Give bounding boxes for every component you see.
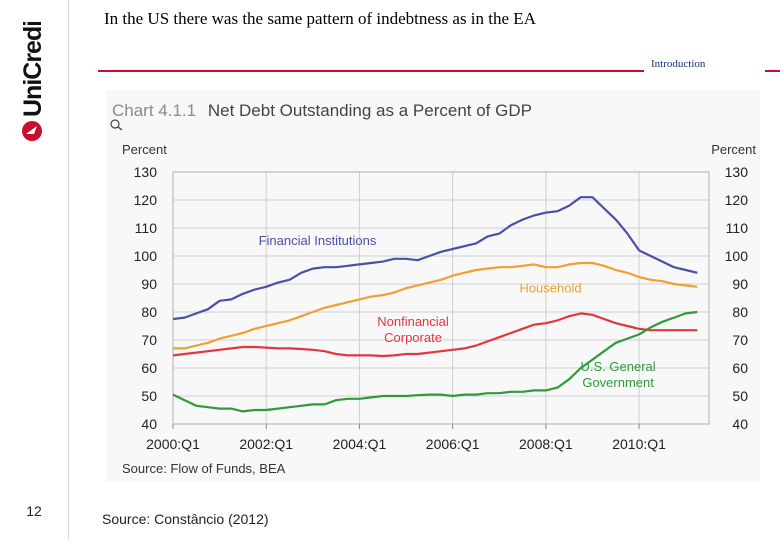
source-note: Source: Constâncio (2012) [102, 511, 269, 527]
y-tick-label-right: 80 [732, 304, 748, 320]
chart-source: Source: Flow of Funds, BEA [122, 461, 286, 476]
logo-emblem-arrow-icon [26, 126, 37, 134]
x-tick-label: 2000:Q1 [146, 436, 200, 452]
x-tick-label: 2006:Q1 [426, 436, 480, 452]
y-tick-label-left: 100 [134, 248, 158, 264]
y-tick-label-right: 130 [725, 164, 749, 180]
logo-wordmark: UniCredit [19, 22, 47, 117]
chart-title-main: Net Debt Outstanding as a Percent of GDP [208, 101, 532, 120]
series-label-1: Household [519, 280, 581, 295]
y-tick-label-left: 40 [141, 416, 157, 432]
series-label-line: Household [519, 280, 581, 295]
series-line-0 [172, 196, 698, 321]
y-tick-label-right: 70 [732, 332, 748, 348]
chart-title-prefix: Chart 4.1.1 [112, 101, 196, 120]
section-tag: Introduction [651, 58, 706, 70]
x-tick-label: 2010:Q1 [612, 436, 666, 452]
y-tick-label-right: 40 [732, 416, 748, 432]
chart-title: Chart 4.1.1 Net Debt Outstanding as a Pe… [112, 101, 532, 120]
series-line-2 [172, 312, 698, 358]
y-tick-label-left: 90 [141, 276, 157, 292]
series-label-line: Financial Institutions [259, 233, 377, 248]
series-labels: Financial Institutions Household Nonfinanc… [259, 233, 656, 390]
y-tick-label-left: 80 [141, 304, 157, 320]
y-tick-label-right: 120 [725, 192, 749, 208]
y-axis-label-left: Percent [122, 142, 167, 157]
series-label-line: Nonfinancial [377, 314, 449, 329]
plot-frame [172, 171, 710, 425]
series-line-1 [173, 261, 698, 350]
x-ticks: 2000:Q1 2002:Q1 2004:Q1 2006:Q1 2008:Q1 2010:… [146, 424, 666, 452]
series-label-line: Government [582, 375, 654, 390]
title-divider [98, 70, 644, 72]
series-label-2: Nonfinancial Corporate [377, 314, 449, 345]
zoom-icon [110, 119, 123, 131]
series-line-3 [172, 310, 698, 413]
y-tick-label-left: 110 [135, 220, 158, 236]
y-ticks: 130 130 120 120 110 110 100 100 90 90 80 80 70 70 60 60… [134, 164, 749, 432]
series-label-3: U.S. General Government [581, 359, 656, 390]
y-tick-label-right: 100 [725, 248, 749, 264]
x-tick-label: 2008:Q1 [519, 436, 573, 452]
slide-title: In the US there was the same pattern of … [104, 9, 536, 28]
y-tick-label-left: 120 [134, 192, 158, 208]
debt-chart: Chart 4.1.1 Net Debt Outstanding as a Pe… [110, 101, 756, 476]
x-tick-label: 2004:Q1 [333, 436, 387, 452]
y-tick-label-left: 60 [141, 360, 157, 376]
y-tick-label-left: 70 [141, 332, 157, 348]
left-brand-bar: UniCredit 12 [0, 0, 69, 540]
y-tick-label-right: 110 [726, 220, 749, 236]
y-tick-label-left: 130 [134, 164, 158, 180]
y-tick-label-right: 50 [732, 388, 748, 404]
y-tick-label-left: 50 [141, 388, 157, 404]
y-axis-label-right: Percent [711, 142, 756, 157]
unicredit-logo: UniCredit [19, 22, 47, 141]
title-divider-right [765, 70, 780, 72]
series-label-line: U.S. General [581, 359, 656, 374]
chart-container: Chart 4.1.1 Net Debt Outstanding as a Pe… [106, 90, 760, 482]
page-number: 12 [26, 503, 42, 519]
series-label-line: Corporate [384, 330, 442, 345]
y-tick-label-right: 90 [732, 276, 748, 292]
series-lines [172, 196, 698, 413]
y-tick-label-right: 60 [732, 360, 748, 376]
series-label-0: Financial Institutions [259, 233, 377, 248]
x-tick-label: 2002:Q1 [239, 436, 293, 452]
